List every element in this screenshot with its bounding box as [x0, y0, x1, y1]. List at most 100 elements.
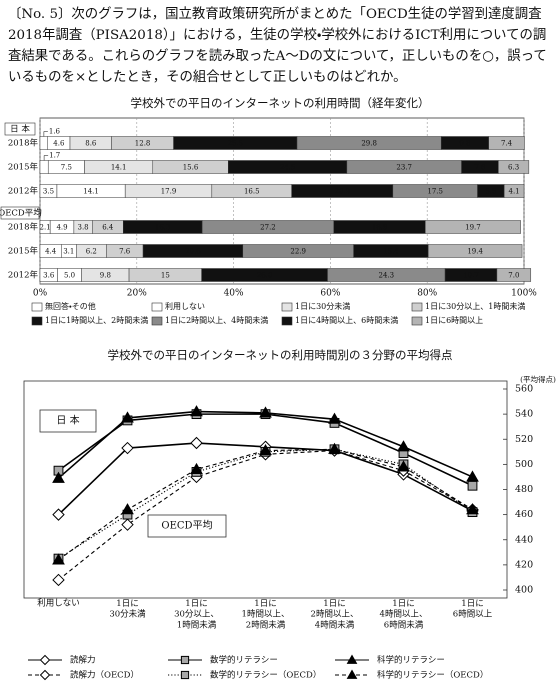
x-tick-label: 1日に 4時間以上、 6時間未満 — [380, 599, 428, 630]
marker — [52, 508, 65, 521]
marker — [397, 460, 410, 472]
y-tick-label: 2012年 — [8, 186, 39, 197]
bar-segment — [496, 268, 532, 282]
data-label: 5.5 — [485, 188, 496, 196]
data-label: 14.1 — [83, 188, 99, 196]
marker — [121, 441, 134, 455]
y-tick-label: 400 — [515, 585, 533, 596]
series-line — [58, 450, 473, 581]
y-tick-label: 500 — [515, 459, 533, 470]
x-tick-label: 1日に 2時間以上、 4時間未満 — [311, 599, 359, 630]
x-tick-label: 1日に 1時間以上、 2時間未満 — [242, 599, 290, 630]
data-label: 4.6 — [53, 140, 65, 148]
legend-marker — [180, 655, 190, 665]
marker — [52, 471, 65, 483]
legend-label: 読解力 — [70, 655, 96, 666]
data-label: 26.0 — [257, 272, 273, 280]
series-line — [58, 448, 473, 560]
legend-label: 1日に30分未満 — [295, 301, 350, 311]
marker — [52, 553, 65, 565]
marker — [466, 503, 479, 515]
marker — [121, 503, 134, 515]
legend-swatch — [31, 316, 43, 326]
chart-title: 学校外での平日のインターネットの利用時間（経年変化） — [131, 96, 430, 110]
bar-segment — [39, 136, 48, 150]
data-label: 29.8 — [361, 140, 377, 148]
y-tick-label: 2015年 — [8, 246, 39, 257]
data-label: 7.0 — [508, 272, 519, 280]
data-label: 25.5 — [227, 140, 243, 148]
x-tick-label: 60% — [320, 289, 340, 299]
data-label: 7.6 — [474, 164, 486, 172]
marker — [466, 470, 479, 482]
data-label: 19.4 — [467, 248, 483, 256]
marker — [121, 518, 134, 531]
legend-swatch — [411, 316, 423, 326]
data-label: 3.1 — [63, 248, 74, 256]
data-label: 16.5 — [244, 188, 260, 196]
data-label: 20.6 — [185, 248, 201, 256]
x-tick-label: 1日に 30分以上、 1時間未満 — [174, 599, 219, 630]
data-label: 15.6 — [183, 164, 199, 172]
data-label: 1.7 — [49, 152, 60, 160]
x-tick-label: 40% — [224, 289, 244, 299]
data-label: 3.8 — [78, 224, 89, 232]
data-label: 9.8 — [459, 140, 470, 148]
legend-label: 読解力（OECD） — [70, 670, 139, 681]
data-label: 24.3 — [379, 272, 395, 280]
marker — [328, 412, 341, 424]
legend-marker — [180, 670, 190, 680]
marker — [259, 444, 272, 456]
data-label: 3.6 — [43, 272, 55, 280]
data-label: 6.3 — [508, 164, 519, 172]
y-tick-label: 2015年 — [8, 162, 39, 173]
data-label: 15.4 — [383, 248, 399, 256]
legend-swatch — [281, 316, 293, 326]
legend-swatch — [31, 302, 43, 312]
data-label: 17.5 — [427, 188, 443, 196]
data-label: 14.1 — [111, 164, 127, 172]
data-label: 4.9 — [56, 224, 67, 232]
data-label: 6.2 — [86, 248, 97, 256]
legend-swatch — [411, 302, 423, 312]
marker — [190, 462, 203, 475]
y-tick-label: 480 — [515, 484, 533, 495]
data-label: 24.5 — [280, 164, 296, 172]
bar-segment — [427, 244, 523, 258]
annotation-box — [39, 409, 97, 433]
x-tick-label: 0% — [33, 289, 48, 299]
data-label: 23.7 — [396, 164, 412, 172]
group-label-box — [0, 206, 40, 220]
marker — [190, 405, 203, 417]
x-tick-label: 1日に 30分未満 — [109, 599, 146, 620]
data-label: 7.5 — [61, 164, 72, 172]
data-label: 12.8 — [135, 140, 151, 148]
legend-marker — [346, 669, 358, 679]
data-label: 16.3 — [155, 224, 171, 232]
x-tick-label: 100% — [511, 289, 537, 299]
legend-label: 1日に30分以上、1時間未満 — [425, 301, 525, 311]
legend-label: 1日に6時間以上 — [425, 316, 483, 325]
data-label: 6.4 — [102, 224, 114, 232]
data-label: 3.5 — [43, 188, 54, 196]
legend-label: 1日に1時間以上、2時間未満 — [45, 315, 148, 325]
group-label: OECD平均 — [0, 208, 42, 219]
data-label: 22.9 — [290, 248, 306, 256]
bar-segment — [425, 220, 521, 234]
data-label: 18.9 — [372, 224, 388, 232]
legend-label: 1日に2時間以上、4時間未満 — [165, 315, 268, 325]
data-label: 15 — [161, 272, 170, 280]
y-tick-label: 2012年 — [8, 270, 39, 281]
data-label: 20.9 — [334, 188, 350, 196]
legend-marker — [39, 654, 51, 666]
marker — [52, 573, 65, 587]
legend-label: 数学的リテラシー（OECD） — [210, 670, 321, 681]
x-tick-label: 利用しない — [37, 598, 80, 609]
annotation: OECD平均 — [161, 519, 212, 532]
legend-swatch — [151, 316, 163, 326]
y-tick-label: 420 — [515, 559, 533, 570]
legend-marker — [346, 654, 358, 664]
legend-swatch — [151, 302, 163, 312]
marker — [328, 442, 341, 454]
